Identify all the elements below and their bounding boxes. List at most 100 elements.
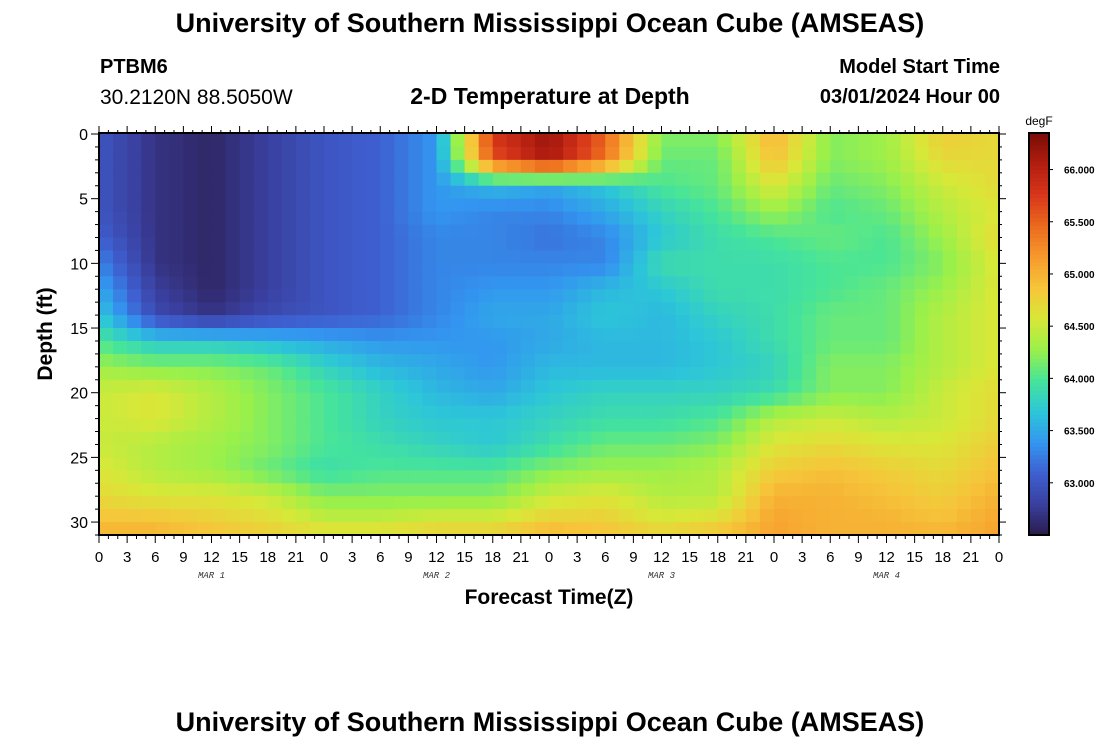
heatmap-cell (984, 353, 1000, 368)
heatmap-cell (478, 289, 494, 303)
colorbar-segment (1029, 522, 1049, 528)
heatmap-cell (309, 185, 325, 200)
x-tick-label: 21 (513, 549, 530, 566)
heatmap-cell (886, 444, 902, 458)
heatmap-cell (830, 405, 845, 420)
heatmap-cell (563, 302, 578, 316)
heatmap-cell (619, 483, 634, 497)
heatmap-cell (408, 470, 424, 484)
heatmap-cell (127, 276, 142, 290)
heatmap-cell (900, 509, 916, 523)
colorbar-segment (1029, 490, 1049, 496)
heatmap-cell (605, 263, 620, 277)
heatmap-cell (506, 134, 522, 148)
heatmap-cell (239, 134, 255, 148)
heatmap-cell (520, 250, 536, 264)
heatmap-cell (591, 134, 606, 148)
heatmap-cell (183, 483, 199, 497)
heatmap-cell (492, 276, 508, 290)
heatmap-cell (197, 276, 213, 290)
footer-title: University of Southern Mississippi Ocean… (175, 707, 925, 737)
heatmap-cell (689, 444, 705, 458)
heatmap-cell (211, 496, 227, 510)
heatmap-cell (675, 496, 691, 510)
heatmap-cell (816, 198, 831, 213)
heatmap-cell (703, 185, 719, 200)
heatmap-cell (774, 470, 789, 484)
date-label: MAR 3 (648, 571, 676, 581)
heatmap-cell (183, 134, 199, 148)
heatmap-cell (99, 185, 114, 200)
heatmap-cell (703, 366, 719, 381)
heatmap-cell (239, 340, 255, 355)
heatmap-cell (774, 276, 789, 290)
heatmap-cell (858, 172, 874, 187)
heatmap-cell (141, 276, 156, 290)
heatmap-cell (394, 496, 409, 510)
heatmap-cell (506, 392, 522, 407)
colorbar-segment (1029, 253, 1049, 259)
colorbar-segment (1029, 149, 1049, 154)
heatmap-cell (577, 276, 592, 290)
x-tick-label: 18 (259, 549, 276, 566)
heatmap-cell (619, 509, 634, 523)
heatmap-cell (984, 418, 1000, 433)
heatmap-cell (183, 509, 199, 523)
heatmap-cell (886, 340, 902, 355)
heatmap-cell (689, 470, 705, 484)
colorbar-segment (1029, 510, 1049, 516)
heatmap-cell (675, 237, 691, 252)
heatmap-cell (155, 237, 170, 252)
heatmap-cell (844, 509, 859, 523)
heatmap-cell (675, 418, 691, 433)
heatmap-cell (436, 172, 452, 187)
heatmap-cell (352, 496, 367, 510)
heatmap-cell (633, 340, 649, 355)
heatmap-cell (591, 211, 606, 226)
heatmap-cell (802, 302, 817, 316)
heatmap-cell (295, 353, 311, 368)
heatmap-cell (872, 315, 888, 329)
heatmap-cell (225, 263, 241, 277)
heatmap-cell (141, 444, 156, 458)
heatmap-cell (520, 276, 536, 290)
heatmap-cell (450, 444, 466, 458)
heatmap-cell (661, 328, 677, 342)
heatmap-cell (745, 340, 761, 355)
heatmap-cell (577, 172, 592, 187)
heatmap-cell (605, 496, 620, 510)
heatmap-cell (717, 211, 733, 226)
heatmap-cell (563, 315, 578, 329)
colorbar-segment (1029, 338, 1049, 343)
heatmap-cell (788, 159, 803, 174)
heatmap-cell (816, 509, 831, 523)
heatmap-cell (717, 522, 733, 536)
heatmap-cell (324, 134, 339, 148)
heatmap-cell (450, 198, 466, 213)
heatmap-cell (183, 146, 199, 161)
heatmap-cell (394, 392, 409, 407)
heatmap-cell (633, 509, 649, 523)
heatmap-cell (816, 134, 831, 148)
heatmap-cell (717, 159, 733, 174)
heatmap-cell (197, 146, 213, 161)
heatmap-cell (703, 146, 719, 161)
heatmap-cell (155, 302, 170, 316)
heatmap-cell (928, 405, 944, 420)
heatmap-cell (492, 315, 508, 329)
heatmap-cell (211, 134, 227, 148)
heatmap-cell (844, 379, 859, 394)
heatmap-cell (155, 340, 170, 355)
heatmap-cell (239, 483, 255, 497)
heatmap-cell (914, 366, 930, 381)
heatmap-cell (408, 172, 424, 187)
heatmap-cell (984, 457, 1000, 471)
heatmap-cell (380, 185, 395, 200)
heatmap-cell (155, 289, 170, 303)
heatmap-cell (619, 250, 634, 264)
heatmap-cell (914, 185, 930, 200)
heatmap-cell (127, 457, 142, 471)
heatmap-cell (169, 470, 184, 484)
heatmap-cell (984, 289, 1000, 303)
heatmap-cell (619, 353, 634, 368)
